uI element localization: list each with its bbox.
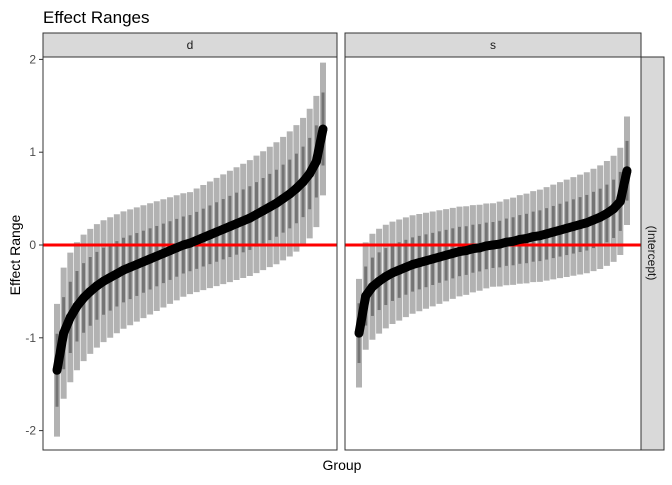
row-strip: (Intercept) xyxy=(640,56,665,451)
estimate-point xyxy=(595,212,605,222)
estimate-point xyxy=(602,208,612,218)
estimate-point xyxy=(528,232,538,242)
facet-strip xyxy=(344,32,642,58)
y-tick-label: -2 xyxy=(25,424,36,438)
estimate-point xyxy=(85,286,95,296)
estimate-point xyxy=(72,301,82,311)
y-tick-label: 1 xyxy=(29,145,36,159)
estimate-point xyxy=(92,281,102,291)
row-strip-label: (Intercept) xyxy=(645,226,659,281)
estimate-point xyxy=(468,244,478,254)
y-axis-label: Effect Range xyxy=(7,214,23,295)
x-axis-label: Group xyxy=(323,457,362,473)
estimate-point xyxy=(99,276,109,286)
estimate-point xyxy=(258,206,268,216)
y-axis: 2 1 0 -1 -2 xyxy=(25,52,43,438)
estimate-point xyxy=(374,276,384,286)
estimate-point xyxy=(501,237,511,247)
y-tick-label: -1 xyxy=(25,331,36,345)
y-tick-label: 2 xyxy=(29,52,36,66)
facet-strip-label: d xyxy=(187,38,194,52)
facet-strip xyxy=(42,32,338,58)
estimate-point xyxy=(367,282,377,292)
estimate-point xyxy=(311,156,321,166)
estimate-point xyxy=(298,177,308,187)
estimate-point xyxy=(252,209,261,219)
estimate-point xyxy=(381,272,391,282)
estimate-point xyxy=(265,202,275,212)
estimate-point xyxy=(79,293,89,303)
estimate-point xyxy=(488,240,498,250)
estimate-point xyxy=(354,328,364,338)
estimate-point xyxy=(609,204,619,214)
estimate-point xyxy=(65,312,75,322)
estimate-point xyxy=(361,291,371,301)
chart-title: Effect Ranges xyxy=(43,8,149,27)
estimate-point xyxy=(105,272,115,282)
estimate-point xyxy=(615,196,625,206)
estimate-point xyxy=(305,169,315,179)
estimate-point xyxy=(515,234,525,244)
estimate-point xyxy=(285,189,295,199)
estimate-point xyxy=(481,241,491,251)
panel-border xyxy=(42,56,338,451)
estimate-point xyxy=(318,124,328,134)
facet-strip-label: s xyxy=(490,38,496,52)
estimate-point xyxy=(52,365,62,375)
estimate-point xyxy=(271,198,281,208)
estimate-point xyxy=(622,166,632,176)
panel-d: d xyxy=(42,32,338,451)
panel-s: s xyxy=(344,32,642,451)
estimate-point xyxy=(59,328,69,338)
estimate-point xyxy=(245,213,255,223)
estimate-point xyxy=(278,194,288,204)
estimate-point xyxy=(455,246,464,256)
y-tick-label: 0 xyxy=(29,238,36,252)
estimate-point xyxy=(291,183,301,193)
estimate-point xyxy=(112,269,122,279)
